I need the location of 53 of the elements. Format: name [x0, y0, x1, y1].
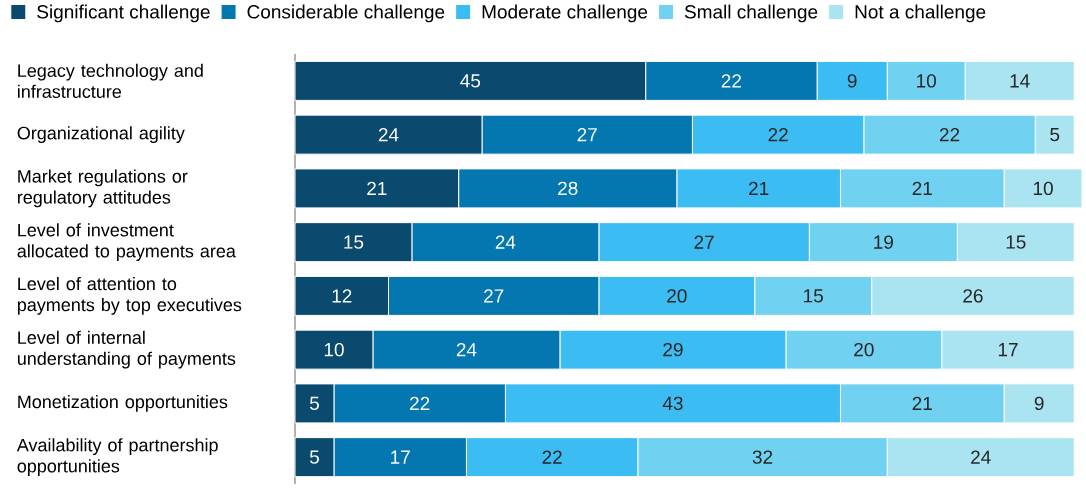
y-tick-label: Level of internal understanding of payments	[17, 330, 236, 369]
data-label: 28	[558, 181, 578, 196]
data-label: 43	[662, 396, 683, 411]
data-label: 5	[309, 396, 319, 411]
data-label: 10	[1033, 181, 1053, 196]
data-label: 24	[378, 127, 399, 142]
data-label: 27	[694, 235, 714, 249]
data-label: 21	[749, 181, 769, 196]
data-label: 45	[460, 74, 481, 88]
y-tick-label: Monetization opportunities	[18, 394, 228, 412]
data-label: 21	[912, 181, 932, 196]
data-label: 22	[768, 127, 788, 142]
data-label: 15	[344, 235, 364, 249]
data-label: 15	[1006, 235, 1026, 249]
data-label: 20	[667, 289, 687, 303]
data-label: 19	[874, 235, 893, 249]
data-label: 10	[917, 74, 936, 88]
y-tick-label: Organizational agility	[17, 126, 185, 144]
legend-label: Not a challenge	[855, 4, 986, 23]
data-label: 21	[912, 396, 932, 411]
y-tick-label: Level of attention to payments by top executives	[17, 276, 242, 315]
legend-label: Small challenge	[684, 4, 818, 23]
data-label: 5	[309, 450, 319, 464]
data-label: 9	[847, 74, 857, 88]
data-label: 24	[971, 450, 991, 464]
data-label: 22	[410, 396, 430, 411]
data-label: 14	[1010, 74, 1030, 88]
y-tick-label: Legacy technology and infrastructure	[18, 63, 203, 98]
y-tick-label: Level of investment allocated to payments area	[17, 223, 236, 262]
y-tick-label: Market regulations or regulatory attitudes	[18, 169, 188, 208]
data-label: 32	[752, 450, 773, 464]
data-label: 22	[939, 127, 960, 142]
legend-label: Significant challenge	[37, 4, 210, 23]
data-label: 24	[495, 235, 516, 249]
data-label: 22	[542, 450, 562, 464]
data-label: 27	[484, 289, 504, 303]
legend-label: Considerable challenge	[247, 4, 445, 23]
data-label: 26	[963, 289, 983, 303]
data-label: 22	[721, 74, 741, 88]
data-label: 29	[663, 342, 683, 357]
legend-label: Moderate challenge	[482, 4, 648, 23]
data-label: 12	[332, 289, 352, 303]
data-label: 15	[804, 289, 823, 303]
data-label: 24	[456, 342, 477, 357]
data-label: 17	[998, 343, 1018, 357]
data-label: 20	[854, 342, 874, 357]
data-label: 27	[577, 127, 597, 142]
data-label: 5	[1050, 127, 1060, 142]
data-label: 21	[367, 181, 387, 196]
data-label: 9	[1034, 396, 1044, 411]
y-tick-label: Availability of partnership opportunities	[16, 438, 218, 477]
data-label: 10	[324, 342, 344, 357]
data-label: 17	[391, 450, 410, 464]
